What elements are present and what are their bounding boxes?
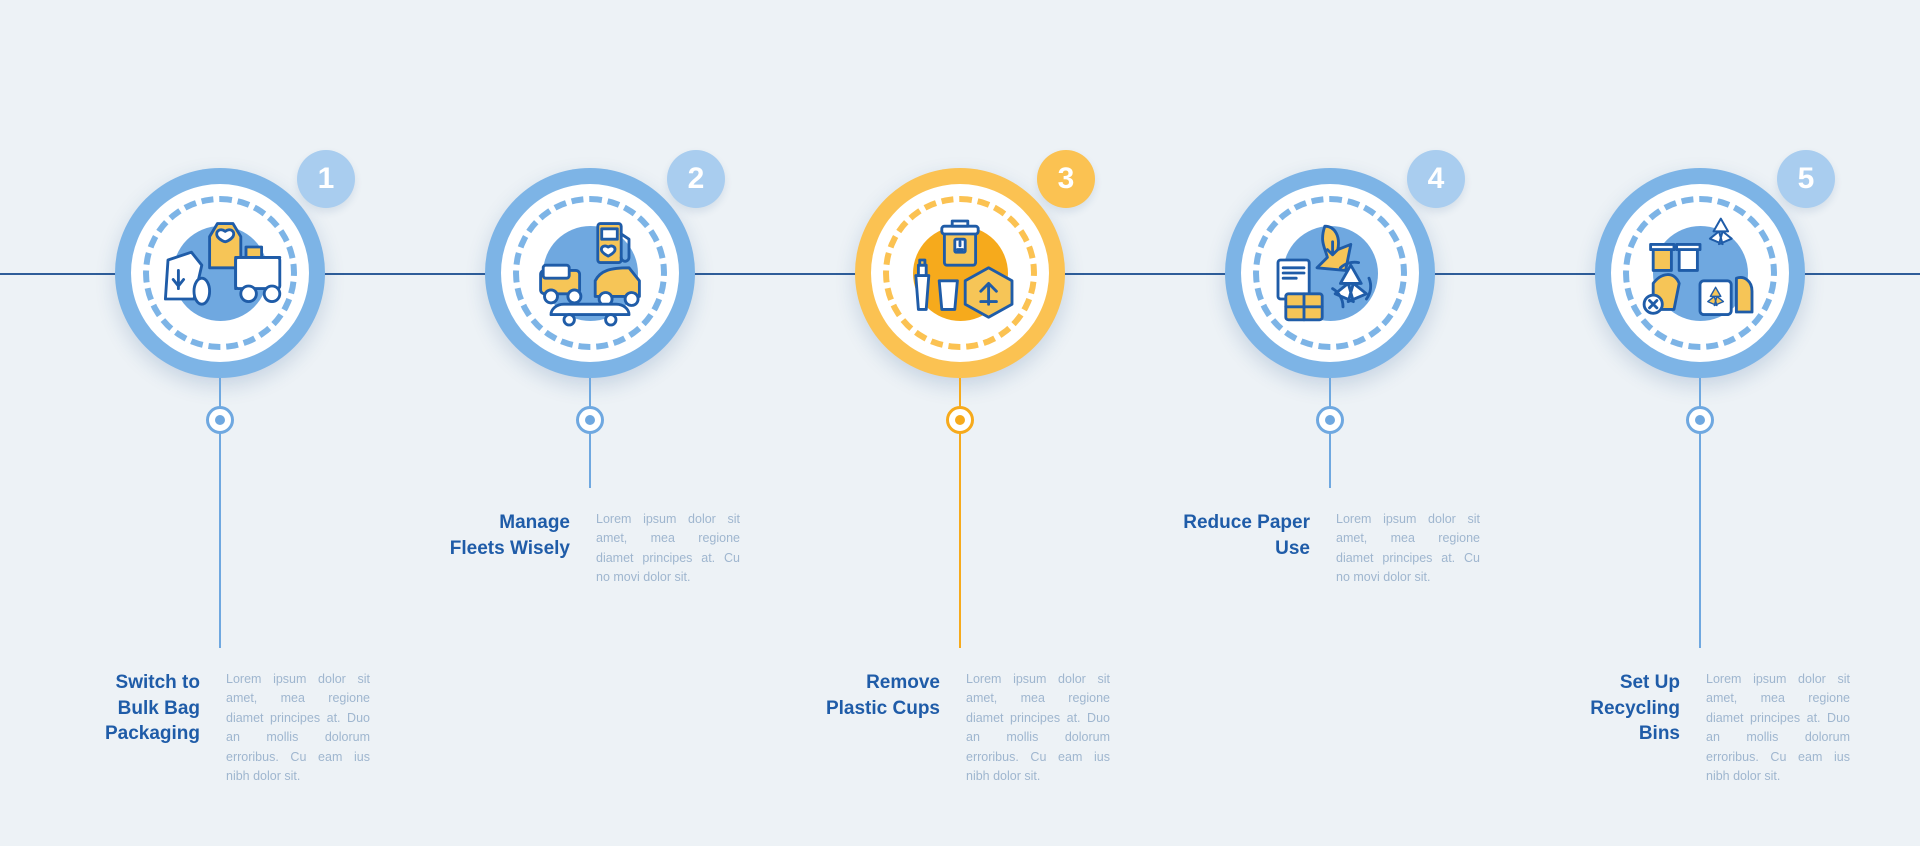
connector-dot — [206, 406, 234, 434]
step-title: Remove Plastic Cups — [810, 670, 940, 786]
step-number-badge: 3 — [1037, 150, 1095, 208]
step-1: 1 — [90, 110, 350, 320]
step-2: 2 — [460, 110, 720, 320]
steps-row: 1 — [0, 110, 1920, 320]
step-4: 4 — [1200, 110, 1460, 320]
step-medallion — [115, 168, 325, 378]
step-3: 3 — [830, 110, 1090, 320]
reduce-paper-icon — [1263, 206, 1397, 340]
step-title: Switch to Bulk Bag Packaging — [70, 670, 200, 786]
step-medallion — [485, 168, 695, 378]
step-title: Set Up Recycling Bins — [1550, 670, 1680, 786]
step-title: Reduce Paper Use — [1180, 510, 1310, 588]
step-body: Lorem ipsum dolor sit amet, mea regione … — [966, 670, 1110, 786]
step-text: Reduce Paper Use Lorem ipsum dolor sit a… — [1180, 510, 1480, 588]
connector-dot — [946, 406, 974, 434]
connector-dot — [1316, 406, 1344, 434]
connector-dot — [576, 406, 604, 434]
step-title: Manage Fleets Wisely — [440, 510, 570, 588]
plastic-waste-icon — [893, 206, 1027, 340]
step-medallion — [1225, 168, 1435, 378]
step-body: Lorem ipsum dolor sit amet, mea regione … — [226, 670, 370, 786]
step-number-badge: 1 — [297, 150, 355, 208]
step-body: Lorem ipsum dolor sit amet, mea regione … — [1706, 670, 1850, 786]
bulk-packaging-icon — [153, 206, 287, 340]
step-number-badge: 4 — [1407, 150, 1465, 208]
recycling-bins-icon — [1633, 206, 1767, 340]
fleet-fuel-icon — [523, 206, 657, 340]
step-text: Manage Fleets Wisely Lorem ipsum dolor s… — [440, 510, 740, 588]
step-body: Lorem ipsum dolor sit amet, mea regione … — [596, 510, 740, 588]
step-body: Lorem ipsum dolor sit amet, mea regione … — [1336, 510, 1480, 588]
step-medallion — [1595, 168, 1805, 378]
step-text: Remove Plastic Cups Lorem ipsum dolor si… — [810, 670, 1110, 786]
connector-dot — [1686, 406, 1714, 434]
step-medallion — [855, 168, 1065, 378]
step-text: Switch to Bulk Bag Packaging Lorem ipsum… — [70, 670, 370, 786]
step-text: Set Up Recycling Bins Lorem ipsum dolor … — [1550, 670, 1850, 786]
step-number-badge: 5 — [1777, 150, 1835, 208]
step-number-badge: 2 — [667, 150, 725, 208]
step-5: 5 — [1570, 110, 1830, 320]
